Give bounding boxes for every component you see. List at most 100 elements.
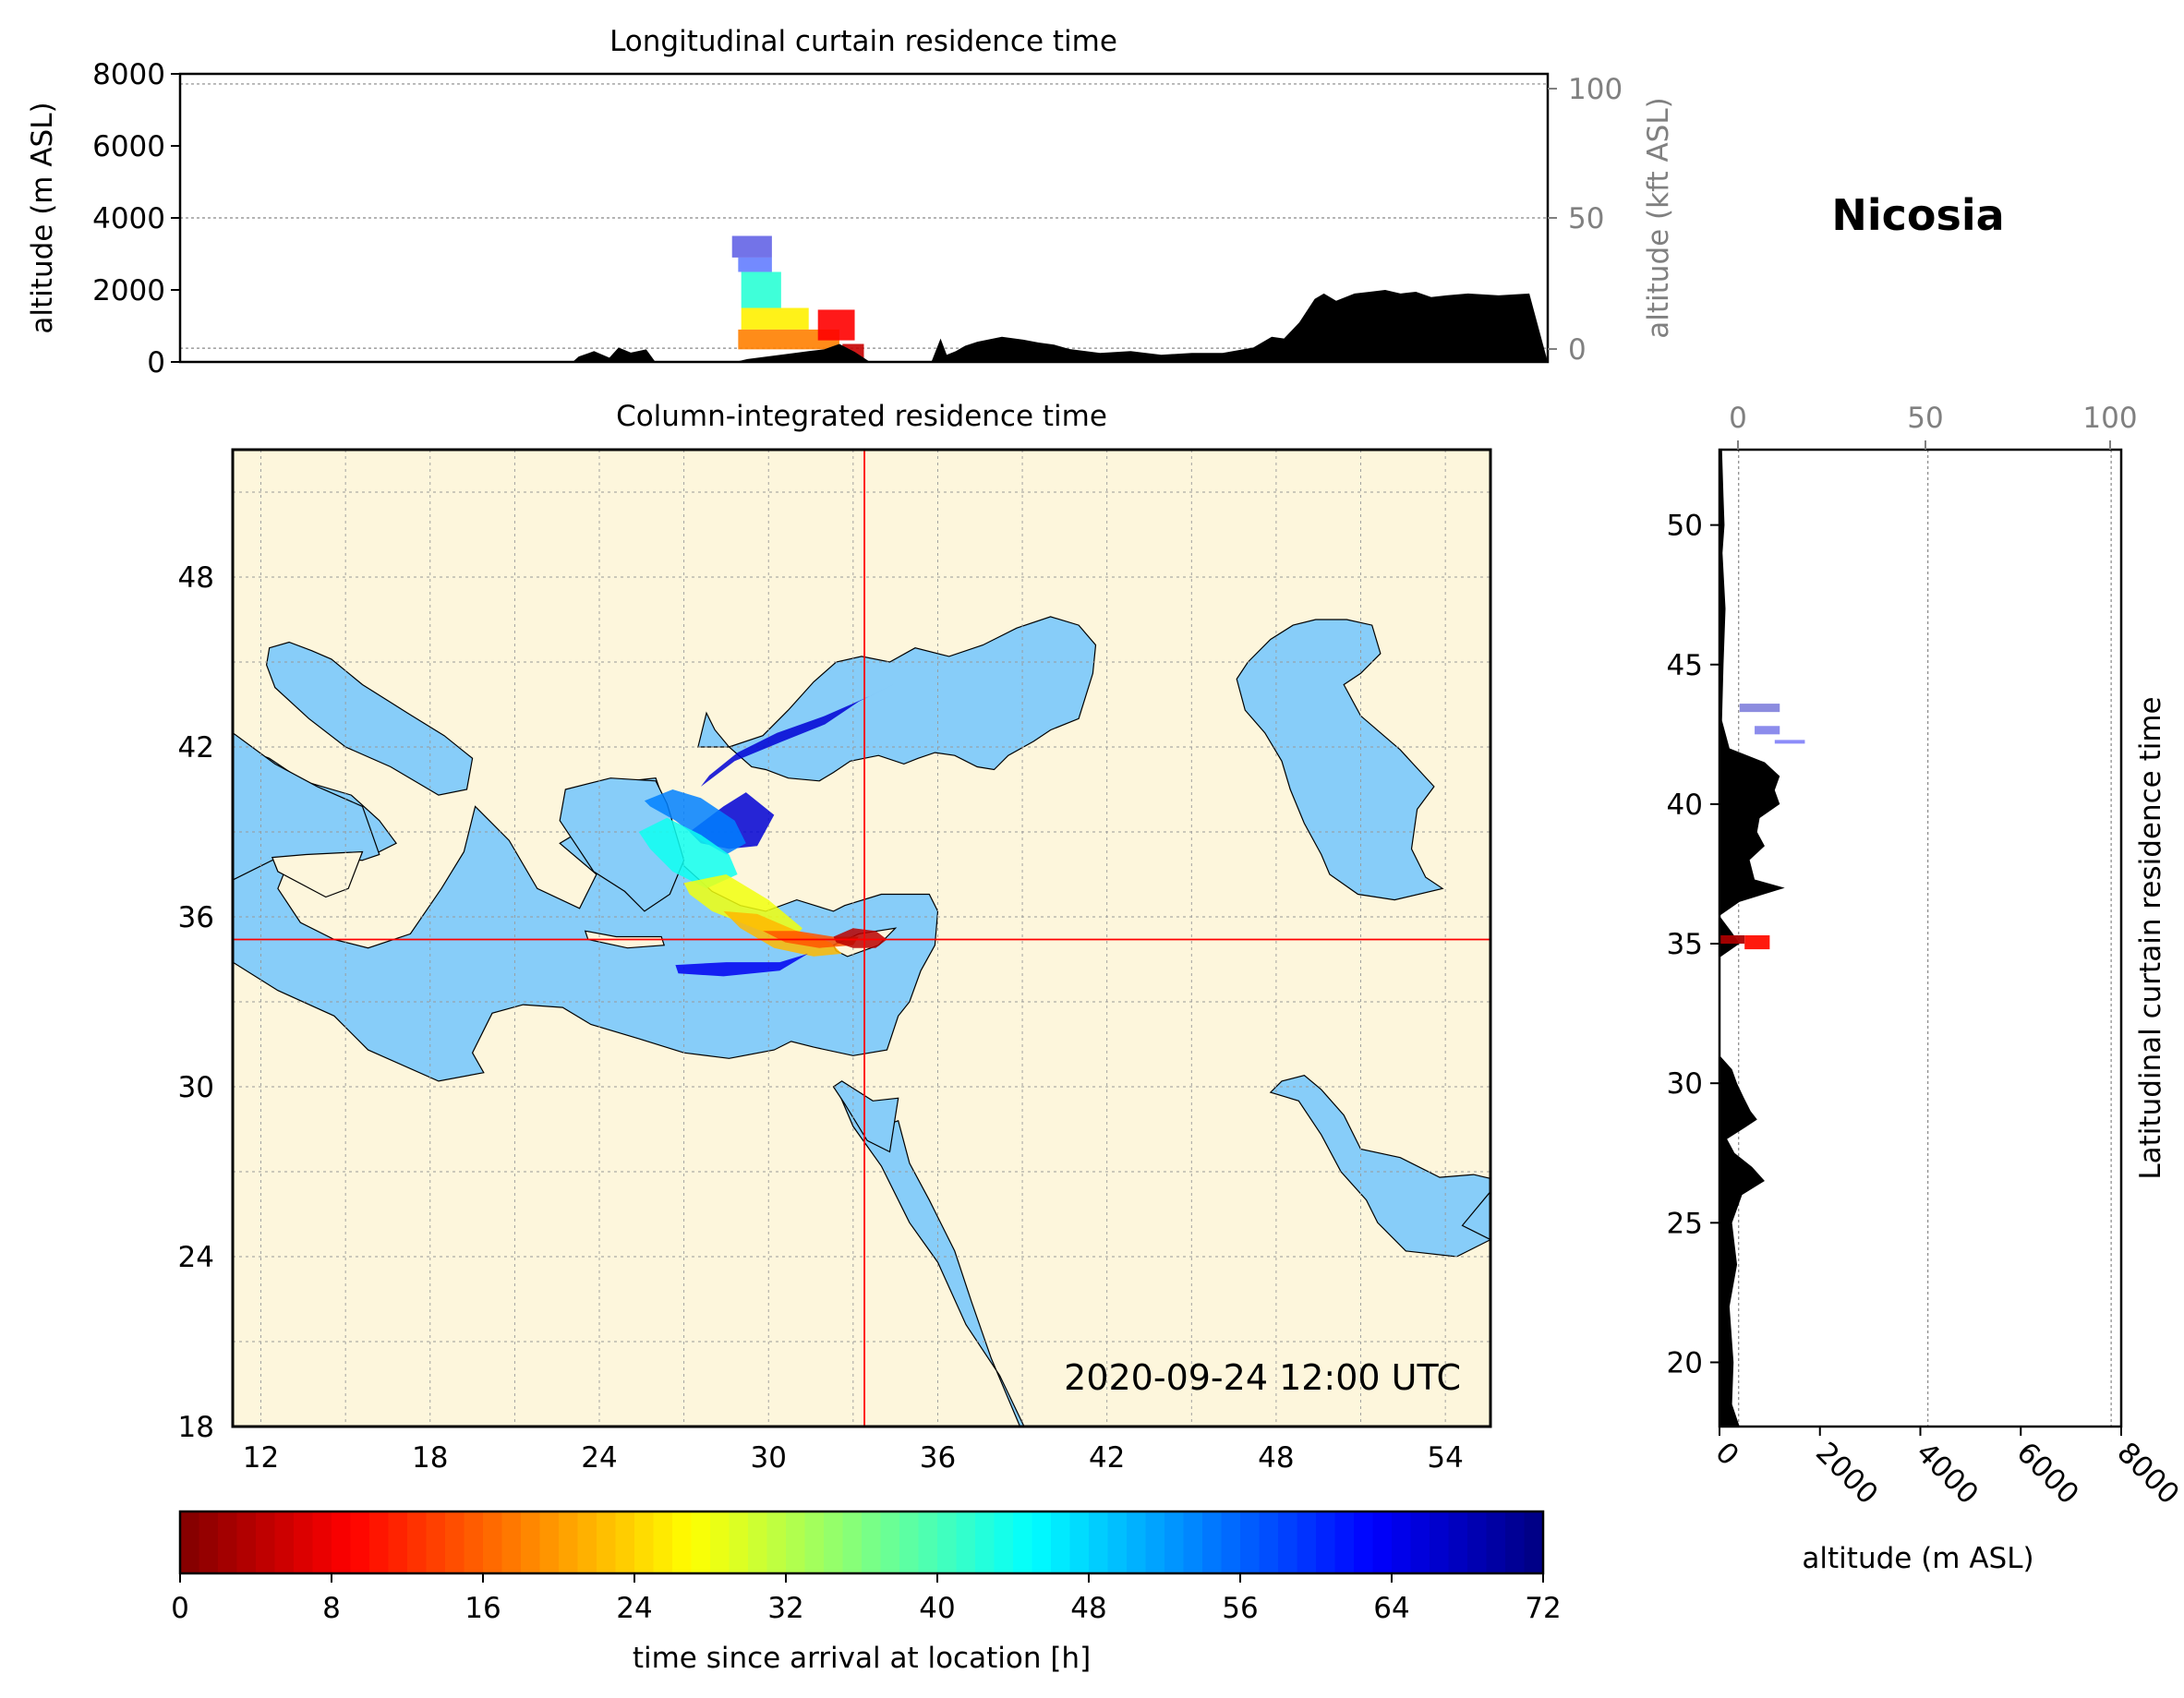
map-xtick-label: 54 bbox=[1427, 1441, 1463, 1475]
sea-polygon bbox=[233, 743, 939, 1082]
longitudinal-curtain-title: Longitudinal curtain residence time bbox=[609, 25, 1117, 58]
longitudinal-y-ticks: 0 2000 4000 6000 8000 bbox=[92, 58, 180, 379]
longitudinal-plume-cell bbox=[741, 271, 781, 308]
latitudinal-ytick-label: 50 bbox=[1667, 510, 1703, 543]
column-integrated-panel: Column-integrated residence time 12 18 24 3… bbox=[178, 400, 1492, 1475]
colorbar-cell bbox=[464, 1511, 484, 1573]
colorbar-cell bbox=[274, 1511, 295, 1573]
longitudinal-y2-ticks: 0 50 100 bbox=[1548, 73, 1623, 367]
map-plume bbox=[638, 681, 899, 977]
latitudinal-frame bbox=[1718, 448, 2123, 1428]
longitudinal-y2tick-label: 100 bbox=[1568, 73, 1623, 106]
colorbar-cell bbox=[1392, 1511, 1412, 1573]
colorbar-cell bbox=[1183, 1511, 1203, 1573]
longitudinal-curtain-panel: Longitudinal curtain residence time 0 200… bbox=[26, 25, 1675, 379]
colorbar-cell bbox=[521, 1511, 541, 1573]
colorbar-ticks: 0 8 16 24 32 40 48 56 64 72 bbox=[171, 1573, 1562, 1625]
colorbar-cell bbox=[842, 1511, 863, 1573]
colorbar-cell bbox=[369, 1511, 390, 1573]
map-xtick-label: 30 bbox=[750, 1441, 786, 1475]
colorbar-cell bbox=[1505, 1511, 1526, 1573]
latitudinal-ytick-label: 30 bbox=[1667, 1067, 1703, 1101]
map-plume-patch bbox=[675, 953, 808, 977]
colorbar-tick-label: 0 bbox=[171, 1592, 189, 1625]
colorbar-tick-label: 48 bbox=[1070, 1592, 1106, 1625]
colorbar-label: time since arrival at location [h] bbox=[633, 1642, 1091, 1675]
colorbar-frame bbox=[178, 1510, 1545, 1575]
colorbar-cell bbox=[1032, 1511, 1052, 1573]
colorbar-cell bbox=[1221, 1511, 1241, 1573]
longitudinal-y2tick-label: 0 bbox=[1568, 333, 1587, 367]
sea-polygon bbox=[1269, 1075, 1490, 1258]
colorbar-cell bbox=[994, 1511, 1014, 1573]
colorbar-cell bbox=[218, 1511, 238, 1573]
map-ytick-label: 30 bbox=[178, 1071, 214, 1104]
longitudinal-ytick-label: 2000 bbox=[92, 274, 165, 307]
colorbar-cell bbox=[388, 1511, 408, 1573]
colorbar-cell bbox=[937, 1511, 958, 1573]
map-frame bbox=[231, 448, 1492, 1428]
colorbar-cell bbox=[956, 1511, 976, 1573]
colorbar-panel: 0 8 16 24 32 40 48 56 64 72 time since arrival at… bbox=[171, 1510, 1562, 1675]
map-ytick-label: 48 bbox=[178, 561, 214, 595]
colorbar-cell bbox=[1278, 1511, 1298, 1573]
latitudinal-xtick-label: 0 bbox=[1708, 1436, 1744, 1472]
longitudinal-plume-cell bbox=[738, 329, 839, 350]
colorbar-cell bbox=[824, 1511, 844, 1573]
latitudinal-x-ticks: 0 2000 4000 6000 8000 bbox=[1708, 1427, 2184, 1511]
colorbar-cell bbox=[539, 1511, 560, 1573]
colorbar-cell bbox=[407, 1511, 428, 1573]
colorbar-cell bbox=[1202, 1511, 1223, 1573]
latitudinal-x2tick-label: 100 bbox=[2082, 402, 2137, 435]
colorbar-tick-label: 24 bbox=[616, 1592, 652, 1625]
latitudinal-ytick-label: 25 bbox=[1667, 1207, 1703, 1240]
latitudinal-xtick-label: 4000 bbox=[1910, 1436, 1985, 1511]
colorbar-cell bbox=[1013, 1511, 1033, 1573]
latitudinal-xtick-label: 2000 bbox=[1809, 1436, 1884, 1511]
map-gridlines bbox=[233, 450, 1490, 1427]
colorbar-cell bbox=[1297, 1511, 1317, 1573]
sea-polygon bbox=[559, 777, 685, 912]
colorbar-tick-label: 64 bbox=[1373, 1592, 1409, 1625]
latitudinal-xlabel: altitude (m ASL) bbox=[1802, 1542, 2033, 1575]
colorbar-cell bbox=[1164, 1511, 1185, 1573]
map-ytick-label: 36 bbox=[178, 901, 214, 934]
colorbar-cell bbox=[577, 1511, 597, 1573]
colorbar-cell bbox=[634, 1511, 655, 1573]
colorbar-cell bbox=[312, 1511, 332, 1573]
colorbar-cell bbox=[1430, 1511, 1450, 1573]
colorbar-cell bbox=[710, 1511, 730, 1573]
colorbar-cell bbox=[1259, 1511, 1279, 1573]
colorbar-cell bbox=[1089, 1511, 1109, 1573]
latitudinal-plume bbox=[1719, 704, 1805, 950]
colorbar-cell bbox=[1069, 1511, 1090, 1573]
colorbar-cell bbox=[445, 1511, 465, 1573]
colorbar-cell bbox=[729, 1511, 749, 1573]
longitudinal-y2tick-label: 50 bbox=[1568, 202, 1604, 235]
map-plume-patch bbox=[644, 789, 746, 855]
colorbar-cell bbox=[1354, 1511, 1374, 1573]
sea-polygon bbox=[1236, 619, 1444, 901]
colorbar-cell bbox=[426, 1511, 446, 1573]
colorbar-cell bbox=[256, 1511, 276, 1573]
colorbar-cell bbox=[1486, 1511, 1506, 1573]
colorbar-cell bbox=[1467, 1511, 1488, 1573]
colorbar-cell bbox=[501, 1511, 522, 1573]
map-timestamp: 2020-09-24 12:00 UTC bbox=[1064, 1357, 1461, 1398]
colorbar-cell bbox=[350, 1511, 370, 1573]
longitudinal-plume-cell bbox=[817, 309, 855, 341]
colorbar-tick-label: 8 bbox=[322, 1592, 341, 1625]
latitudinal-x2-ticks: 0 50 100 bbox=[1729, 402, 2138, 450]
latitudinal-ytick-label: 20 bbox=[1667, 1346, 1703, 1379]
colorbar-cell bbox=[1334, 1511, 1355, 1573]
colorbar-cell bbox=[653, 1511, 673, 1573]
colorbar-cell bbox=[236, 1511, 257, 1573]
colorbar-cell bbox=[1240, 1511, 1261, 1573]
map-xtick-label: 48 bbox=[1258, 1441, 1294, 1475]
latitudinal-y-ticks: 20 25 30 35 40 45 50 bbox=[1667, 510, 1719, 1379]
colorbar-cell bbox=[691, 1511, 711, 1573]
colorbar-cell bbox=[615, 1511, 635, 1573]
colorbar-cell bbox=[672, 1511, 693, 1573]
longitudinal-ylabel: altitude (m ASL) bbox=[26, 102, 59, 333]
